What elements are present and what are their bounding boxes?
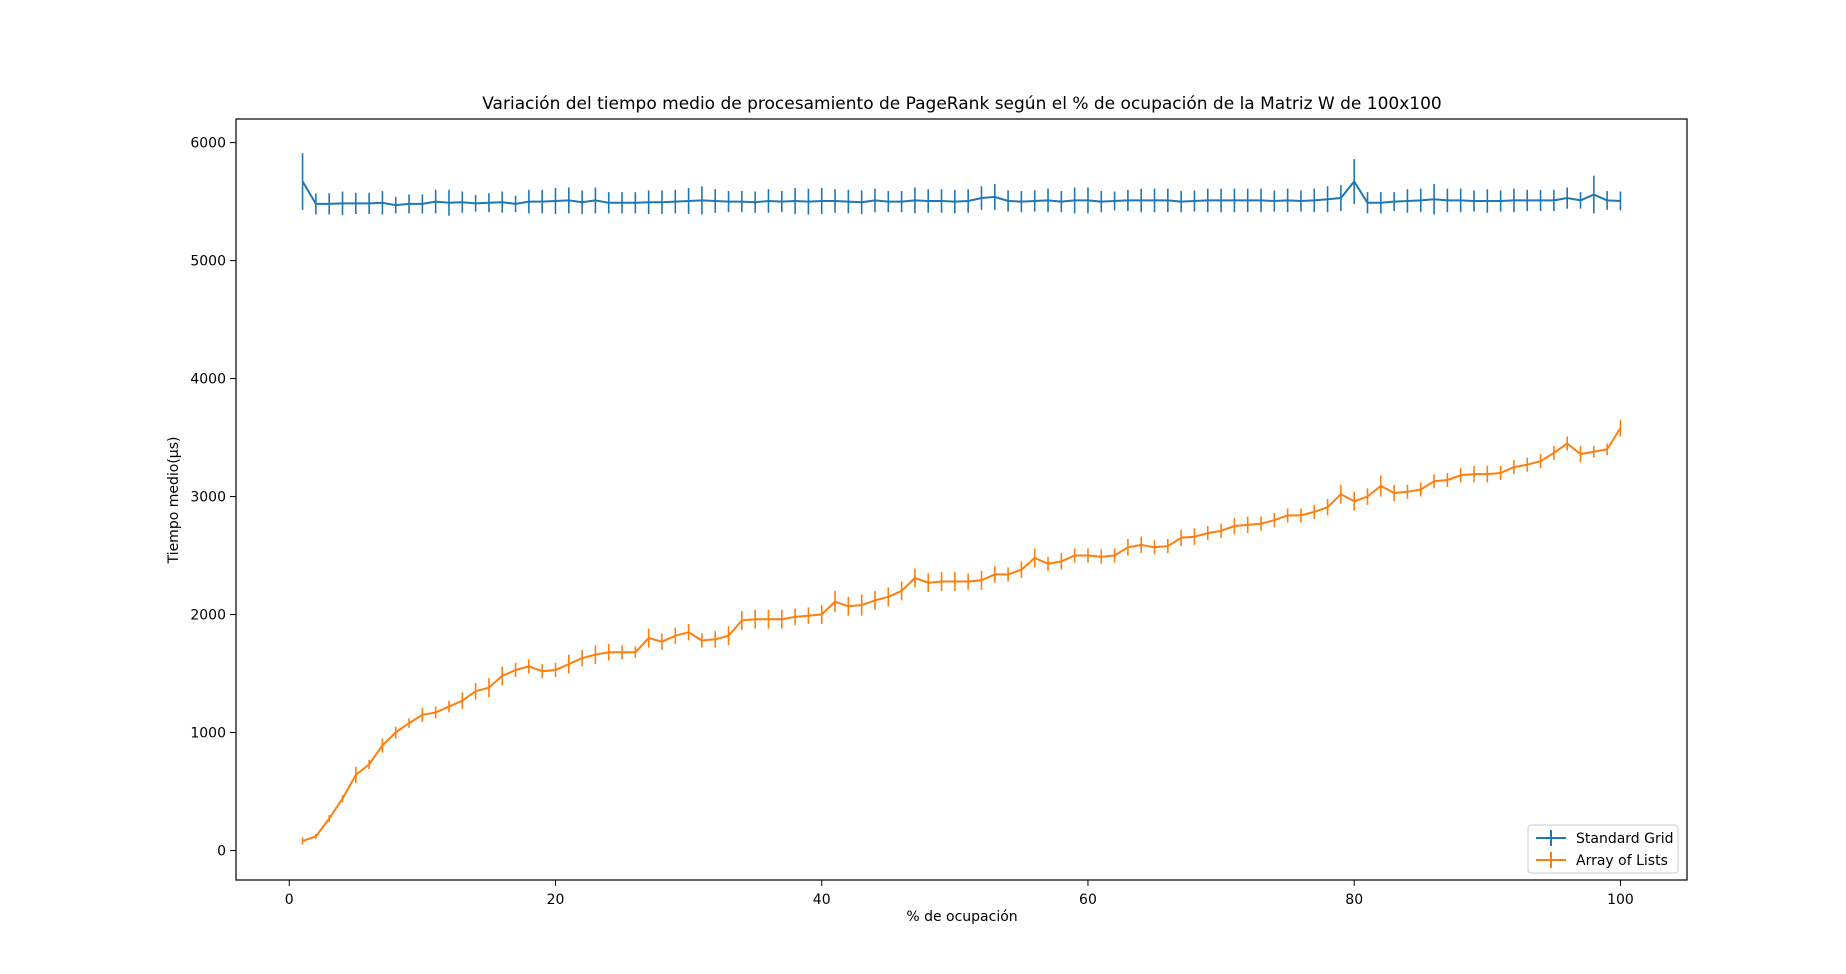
legend-label-array-of-lists: Array of Lists [1576,853,1668,869]
x-axis: 0 20 40 60 80 100 [285,880,1634,908]
y-tick-label: 5000 [190,254,226,270]
x-axis-label: % de ocupación [906,909,1017,925]
legend-label-standard-grid: Standard Grid [1576,831,1674,847]
y-axis: 0 1000 2000 3000 4000 5000 6000 [190,136,236,860]
series-standard-grid [301,153,1622,216]
y-tick-label: 2000 [190,608,226,624]
plot-area [301,153,1622,845]
x-tick-label: 0 [285,892,294,908]
y-axis-label: Tiempo medio(μs) [166,437,182,565]
chart-title: Variación del tiempo medio de procesamie… [482,94,1442,114]
series-array-of-lists [301,419,1622,845]
y-tick-label: 4000 [190,372,226,388]
x-tick-label: 60 [1079,892,1097,908]
y-tick-label: 0 [217,844,226,860]
series-line-array-of-lists [302,427,1622,843]
y-tick-label: 3000 [190,490,226,506]
series-line-standard-grid [301,180,1621,207]
y-tick-label: 1000 [190,726,226,742]
plot-frame [235,118,1688,881]
legend: Standard Grid Array of Lists [1527,824,1679,874]
x-tick-label: 20 [547,892,565,908]
x-tick-label: 40 [813,892,831,908]
x-tick-label: 100 [1607,892,1634,908]
y-tick-label: 6000 [190,136,226,152]
x-tick-label: 80 [1345,892,1363,908]
